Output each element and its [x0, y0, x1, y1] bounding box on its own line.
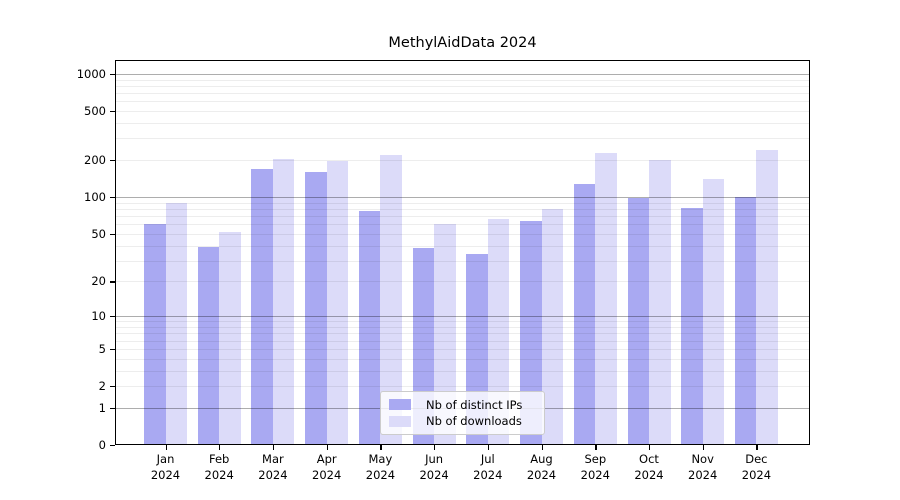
y-tick-label: 1000 [76, 66, 106, 81]
bar-downloads [219, 231, 241, 445]
y-tick-mark [110, 445, 115, 447]
bar-downloads [756, 149, 778, 445]
bar-distinct-ips [734, 197, 757, 445]
y-tick-mark [110, 160, 115, 162]
bar-downloads [380, 154, 402, 445]
x-tick-label: Dec 2024 [741, 452, 772, 482]
x-tick-mark [595, 445, 597, 450]
bar-distinct-ips [627, 198, 649, 445]
x-tick-label: May 2024 [365, 452, 396, 482]
x-tick-label: Mar 2024 [258, 452, 288, 482]
bar-distinct-ips [358, 210, 381, 445]
bar-downloads [487, 219, 510, 445]
minor-gridline [115, 101, 810, 103]
plot-area: Nb of distinct IPs Nb of downloads [115, 60, 810, 445]
y-tick-label: 100 [84, 190, 106, 205]
bar-distinct-ips [144, 224, 166, 445]
y-tick-mark [110, 348, 115, 350]
legend-swatch-distinct-ips [389, 399, 411, 411]
bar-distinct-ips [520, 220, 542, 445]
y-tick-mark [110, 233, 115, 236]
x-tick-label: Apr 2024 [312, 452, 342, 482]
x-tick-mark [487, 445, 490, 450]
x-tick-mark [756, 445, 758, 450]
bar-distinct-ips [251, 169, 273, 445]
minor-gridline [115, 85, 810, 87]
bar-downloads [541, 208, 563, 445]
x-tick-mark [649, 445, 651, 450]
chart-title: MethylAidData 2024 [388, 35, 537, 51]
y-tick-label: 2 [98, 379, 106, 393]
y-tick-mark [110, 386, 115, 388]
x-tick-mark [541, 445, 543, 450]
x-tick-mark [165, 445, 167, 450]
bar-downloads [595, 152, 617, 445]
y-tick-mark [110, 407, 115, 410]
x-tick-label: Jul 2024 [473, 452, 503, 482]
bar-downloads [272, 159, 295, 445]
y-tick-label: 1 [98, 400, 106, 415]
x-tick-mark [434, 445, 436, 450]
bar-distinct-ips [197, 246, 220, 445]
y-tick-label: 50 [91, 226, 106, 241]
major-gridline [115, 73, 810, 75]
minor-gridline [115, 138, 810, 140]
bar-downloads [165, 202, 187, 445]
x-tick-label: Jun 2024 [419, 452, 449, 482]
x-tick-mark [380, 445, 382, 450]
x-tick-mark [272, 445, 275, 450]
bar-downloads [326, 161, 349, 445]
bar-downloads [702, 179, 725, 445]
minor-gridline [115, 111, 810, 112]
legend-label-distinct-ips: Nb of distinct IPs [426, 397, 523, 412]
y-tick-mark [110, 281, 115, 283]
y-tick-label: 0 [98, 438, 106, 452]
legend-swatch-downloads [389, 415, 411, 427]
bar-distinct-ips [681, 208, 703, 445]
x-tick-label: Sep 2024 [580, 452, 610, 482]
x-tick-label: Aug 2024 [526, 452, 557, 482]
y-tick-mark [110, 197, 115, 199]
y-tick-mark [110, 316, 115, 318]
x-tick-label: Oct 2024 [634, 452, 664, 482]
x-tick-mark [219, 445, 221, 450]
minor-gridline [115, 123, 810, 124]
legend-label-downloads: Nb of downloads [426, 414, 522, 429]
y-tick-label: 10 [91, 309, 106, 324]
bar-downloads [434, 224, 456, 445]
y-tick-label: 20 [91, 274, 106, 289]
x-tick-mark [702, 445, 704, 450]
bar-distinct-ips [573, 184, 596, 445]
legend: Nb of distinct IPs Nb of downloads [380, 391, 545, 435]
x-tick-label: Feb 2024 [204, 452, 234, 482]
bar-distinct-ips [305, 172, 327, 445]
x-tick-label: Nov 2024 [688, 452, 718, 482]
y-tick-label: 500 [84, 104, 106, 118]
x-tick-label: Jan 2024 [150, 452, 181, 482]
minor-gridline [115, 79, 810, 81]
legend-row-downloads: Nb of downloads [389, 414, 536, 428]
legend-row-distinct-ips: Nb of distinct IPs [389, 398, 536, 412]
x-tick-mark [326, 445, 328, 450]
minor-gridline [115, 93, 810, 94]
y-tick-label: 5 [98, 341, 106, 356]
y-tick-mark [110, 111, 115, 113]
minor-gridline [115, 160, 810, 162]
y-tick-label: 200 [84, 153, 106, 168]
bar-downloads [649, 160, 671, 445]
y-tick-mark [110, 73, 115, 76]
